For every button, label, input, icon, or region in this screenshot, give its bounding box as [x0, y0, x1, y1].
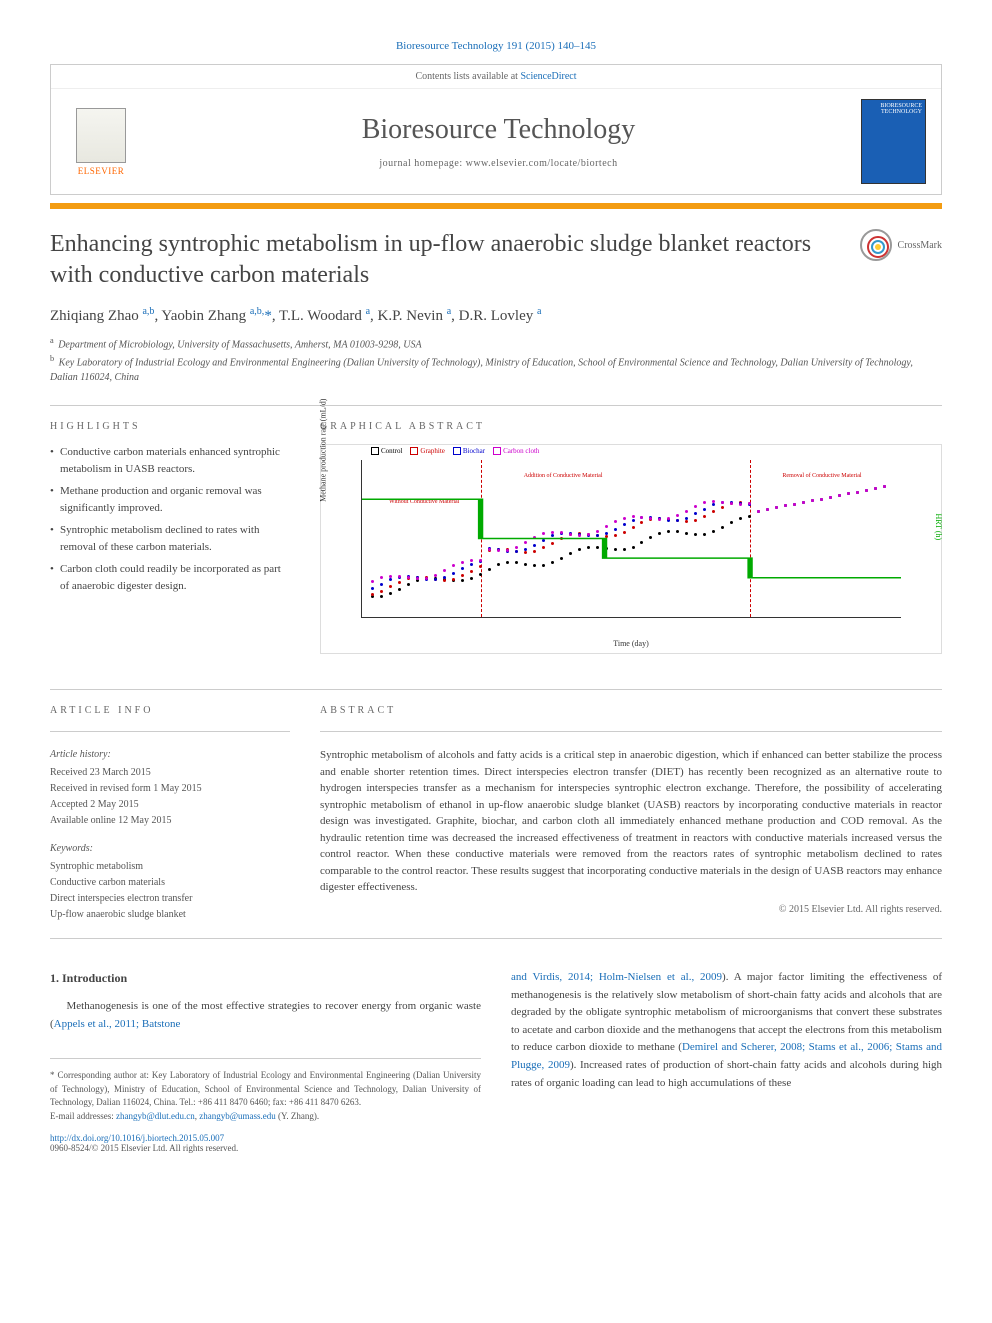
elsevier-label: ELSEVIER	[78, 166, 125, 176]
abstract-heading: ABSTRACT	[320, 705, 942, 716]
email-link-2[interactable]: zhangyb@umass.edu	[199, 1111, 276, 1121]
article-history-title: Article history:	[50, 747, 290, 763]
accent-bar	[50, 203, 942, 209]
chart-xlabel: Time (day)	[613, 639, 648, 648]
authors-line: Zhiqiang Zhao a,b, Yaobin Zhang a,b,*, T…	[50, 306, 942, 325]
journal-title: Bioresource Technology	[136, 114, 861, 146]
elsevier-tree-icon	[76, 108, 126, 163]
doi-footer: http://dx.doi.org/10.1016/j.biortech.201…	[50, 1123, 942, 1153]
corr-author-note: * Corresponding author at: Key Laborator…	[50, 1069, 481, 1110]
journal-cover-thumbnail: BIORESOURCE TECHNOLOGY	[861, 99, 926, 184]
divider	[50, 731, 290, 732]
copyright-line: © 2015 Elsevier Ltd. All rights reserved…	[320, 904, 942, 915]
article-info-heading: ARTICLE INFO	[50, 705, 290, 716]
chart-ylabel-left: Methane production rate (mL/d)	[319, 399, 328, 502]
body-text: 1. Introduction Methanogenesis is one of…	[50, 969, 942, 1123]
chart-plot-area: Without Conductive MaterialAddition of C…	[361, 460, 901, 618]
divider	[50, 938, 942, 939]
elsevier-logo: ELSEVIER	[66, 102, 136, 182]
chart-legend: ControlGraphiteBiocharCarbon cloth	[371, 447, 539, 455]
homepage-url[interactable]: www.elsevier.com/locate/biortech	[466, 158, 618, 169]
doi-link[interactable]: http://dx.doi.org/10.1016/j.biortech.201…	[50, 1133, 224, 1143]
citation-line: Bioresource Technology 191 (2015) 140–14…	[50, 40, 942, 52]
contents-prefix: Contents lists available at	[415, 71, 520, 82]
issn-line: 0960-8524/© 2015 Elsevier Ltd. All right…	[50, 1143, 238, 1153]
citation-link[interactable]: and Virdis, 2014; Holm-Nielsen et al., 2…	[511, 971, 722, 983]
cover-title: BIORESOURCE TECHNOLOGY	[862, 100, 925, 118]
contents-available-line: Contents lists available at ScienceDirec…	[51, 65, 941, 89]
homepage-prefix: journal homepage:	[379, 158, 465, 169]
journal-header-box: Contents lists available at ScienceDirec…	[50, 64, 942, 195]
crossmark-badge[interactable]: CrossMark	[860, 229, 942, 261]
highlight-item: Syntrophic metabolism declined to rates …	[50, 522, 290, 555]
highlight-item: Conductive carbon materials enhanced syn…	[50, 444, 290, 477]
sciencedirect-link[interactable]: ScienceDirect	[520, 71, 576, 82]
chart-ylabel-right: HRT (h)	[935, 513, 944, 540]
intro-text-3: ). Increased rates of production of shor…	[511, 1059, 942, 1089]
graphical-abstract-heading: GRAPHICAL ABSTRACT	[320, 421, 942, 432]
keywords-title: Keywords:	[50, 841, 290, 857]
email-name: (Y. Zhang).	[276, 1111, 319, 1121]
crossmark-label: CrossMark	[898, 240, 942, 251]
abstract-text: Syntrophic metabolism of alcohols and fa…	[320, 747, 942, 896]
highlights-list: Conductive carbon materials enhanced syn…	[50, 444, 290, 594]
graphical-abstract-chart: ControlGraphiteBiocharCarbon cloth Metha…	[320, 444, 942, 654]
keywords-list: Syntrophic metabolismConductive carbon m…	[50, 859, 290, 923]
email-link-1[interactable]: zhangyb@dlut.edu.cn	[116, 1111, 195, 1121]
highlights-heading: HIGHLIGHTS	[50, 421, 290, 432]
divider	[50, 405, 942, 406]
divider	[50, 689, 942, 690]
intro-heading: 1. Introduction	[50, 969, 481, 988]
email-label: E-mail addresses:	[50, 1111, 116, 1121]
article-info-block: Article history: Received 23 March 2015R…	[50, 747, 290, 923]
corresponding-footer: * Corresponding author at: Key Laborator…	[50, 1058, 481, 1123]
highlight-item: Methane production and organic removal w…	[50, 483, 290, 516]
crossmark-icon	[860, 229, 892, 261]
journal-homepage-line: journal homepage: www.elsevier.com/locat…	[136, 158, 861, 169]
article-title: Enhancing syntrophic metabolism in up-fl…	[50, 229, 840, 291]
citation-link[interactable]: Appels et al., 2011; Batstone	[54, 1018, 181, 1030]
affiliations-block: a Department of Microbiology, University…	[50, 335, 942, 385]
divider	[320, 731, 942, 732]
article-history-lines: Received 23 March 2015Received in revise…	[50, 765, 290, 829]
highlight-item: Carbon cloth could readily be incorporat…	[50, 561, 290, 594]
